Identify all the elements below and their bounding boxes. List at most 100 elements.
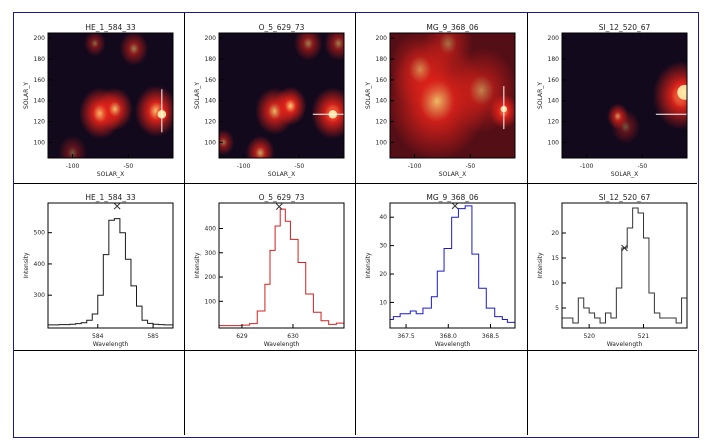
y-tick-label: 140 [34, 98, 46, 105]
emission-blob [652, 61, 687, 130]
image-plot: HE_1_584_33 -100 -50 200 180 160 140 120 100 SOLA… [23, 23, 174, 178]
plot-axes-box [389, 32, 516, 159]
y-tick-label: 400 [34, 261, 46, 268]
y-tick-label: 180 [548, 56, 560, 63]
plot-title: MG_9_368_06 [426, 23, 478, 32]
y-tick-label: 160 [548, 77, 560, 84]
emission-blob [119, 33, 149, 66]
blob-group [562, 33, 687, 158]
blob-group [390, 33, 515, 158]
plot-axes-box [218, 32, 345, 159]
y-tick-label: 160 [205, 77, 217, 84]
peak-marker [275, 203, 283, 210]
x-tick-label: -100 [408, 163, 422, 170]
x-tick-label: 367.5 [397, 333, 414, 340]
y-axis-label: Intensity [194, 252, 201, 279]
blob-group [219, 33, 344, 158]
y-axis-label: Intensity [537, 252, 544, 279]
y-tick-label: 100 [205, 298, 217, 305]
plot-axes-box [561, 202, 688, 329]
y-tick-label: 40 [379, 214, 387, 221]
y-tick-label: 400 [205, 225, 217, 232]
plot-title: HE_1_584_33 [85, 193, 135, 202]
image-plot: SI_12_520_67 -100 -50 200 180 160 140 120 100 SOL… [537, 23, 688, 178]
row-divider [14, 183, 697, 184]
y-tick-label: 180 [376, 56, 388, 63]
column-divider [184, 13, 185, 435]
plot-axes-box [561, 32, 688, 159]
x-axis-label: SOLAR_X [97, 171, 124, 178]
y-tick-label: 100 [205, 139, 217, 146]
plot-axes-box [47, 202, 174, 329]
emission-blob [246, 135, 275, 158]
y-tick-label: 120 [205, 119, 217, 126]
y-tick-label: 200 [205, 35, 217, 42]
x-tick-label: 584 [92, 333, 104, 340]
emission-blob [134, 85, 173, 137]
x-tick-label: 368.5 [482, 333, 499, 340]
x-axis-label: SOLAR_X [439, 171, 466, 178]
peak-marker [113, 202, 121, 210]
x-tick-label: -100 [237, 163, 251, 170]
x-axis-label: Wavelength [435, 341, 471, 348]
y-axis-label: SOLAR_Y [194, 82, 201, 109]
emission-blob [294, 33, 323, 61]
emission-blob [423, 33, 474, 74]
y-tick-label: 140 [376, 98, 388, 105]
peak-marker [621, 244, 628, 252]
y-tick-label: 120 [548, 119, 560, 126]
y-tick-label: 100 [548, 139, 560, 146]
x-axis-label: Wavelength [93, 341, 129, 348]
y-tick-label: 20 [379, 271, 387, 278]
column-divider [355, 13, 356, 435]
y-tick-label: 200 [205, 274, 217, 281]
x-tick-label: -50 [637, 163, 647, 170]
x-axis-label: Wavelength [264, 341, 300, 348]
x-tick-label: -50 [123, 163, 133, 170]
x-axis-label: SOLAR_X [611, 171, 638, 178]
plot-title: O_5_629_73 [259, 23, 305, 32]
y-tick-label: 160 [376, 77, 388, 84]
x-tick-label: -100 [66, 163, 80, 170]
column-divider [527, 13, 528, 435]
spectrum-line [390, 205, 515, 323]
y-axis-label: Intensity [365, 252, 372, 279]
y-tick-label: 180 [34, 56, 46, 63]
x-tick-label: -50 [294, 163, 304, 170]
y-tick-label: 120 [376, 119, 388, 126]
x-tick-label: 629 [236, 333, 248, 340]
y-tick-label: 5 [555, 305, 559, 312]
y-tick-label: 15 [551, 255, 559, 262]
x-tick-label: -50 [465, 163, 475, 170]
image-plot: MG_9_368_06 -100 -50 200 180 160 140 120 100 SOLA… [365, 23, 516, 178]
emission-blob [58, 135, 87, 158]
spectrum-line [48, 218, 173, 326]
plot-axes-box [47, 32, 174, 159]
x-tick-label: 520 [583, 333, 595, 340]
y-tick-label: 120 [34, 119, 46, 126]
emission-blob [324, 33, 344, 61]
emission-blob [84, 33, 106, 57]
spectrum-plot: HE_1_584_33 584 585 500 400 300 Wavelength Inte… [23, 193, 174, 348]
y-tick-label: 300 [34, 292, 46, 299]
spectrum-plot: MG_9_368_06 367.5 368.0 368.5 40 30 20 10 Wavele… [365, 193, 516, 348]
plot-title: O_5_629_73 [259, 193, 305, 202]
peak-marker [451, 202, 459, 210]
x-tick-label: 585 [147, 333, 159, 340]
y-axis-label: SOLAR_Y [365, 82, 372, 109]
y-tick-label: 140 [548, 98, 560, 105]
y-axis-label: Intensity [23, 252, 30, 279]
x-tick-label: 630 [287, 333, 299, 340]
plot-axes-box [218, 202, 345, 329]
y-tick-label: 20 [551, 230, 559, 237]
y-tick-label: 10 [379, 299, 387, 306]
emission-blob [611, 109, 640, 144]
y-tick-label: 30 [379, 243, 387, 250]
plot-title: MG_9_368_06 [426, 193, 478, 202]
plot-title: SI_12_520_67 [599, 23, 651, 32]
y-tick-label: 300 [205, 250, 217, 257]
x-tick-label: 521 [638, 333, 650, 340]
y-tick-label: 10 [551, 280, 559, 287]
spectrum-line [562, 207, 687, 324]
display-frame [13, 12, 699, 438]
